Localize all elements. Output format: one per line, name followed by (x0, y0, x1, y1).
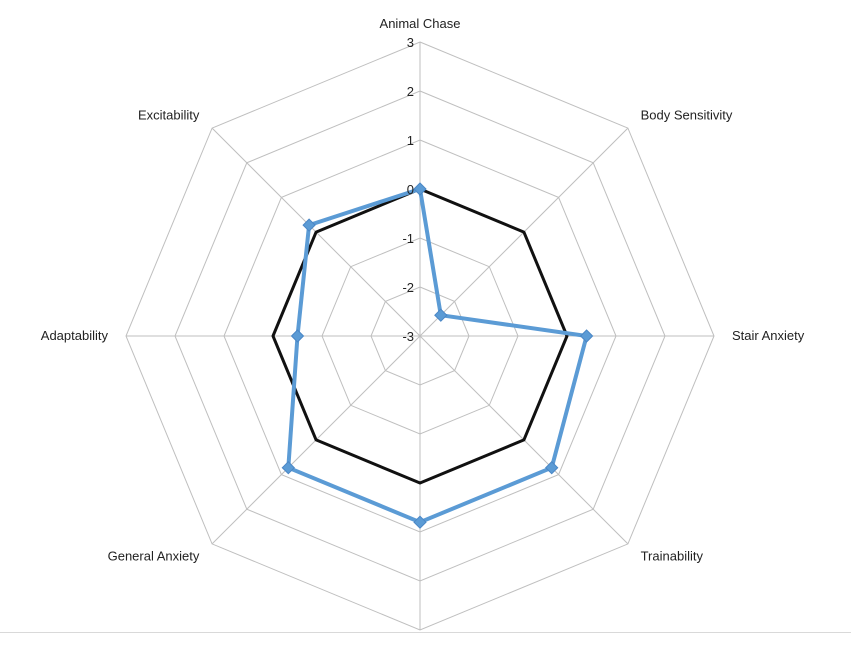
series-2-marker-0 (413, 182, 427, 196)
series-1-line (271, 187, 569, 485)
category-label: Trainability (641, 549, 704, 564)
radial-tick-labels: -3 -2 -1 0 1 2 3 (402, 35, 414, 344)
series-2-line (286, 187, 589, 525)
series-2-marker-7 (302, 218, 316, 232)
series-2-marker-3 (544, 460, 559, 475)
category-label: Stair Anxiety (732, 328, 805, 343)
tick-label: -3 (402, 329, 414, 344)
tick-label: 0 (407, 182, 414, 197)
radar-chart: -3 -2 -1 0 1 2 3 Animal Chase Body Sensitivity S… (41, 16, 805, 631)
series-2-marker-4 (413, 515, 427, 529)
series-2-marker-5 (281, 460, 296, 475)
series-1 (271, 187, 569, 485)
radar-series (271, 182, 594, 529)
tick-label: -2 (402, 280, 414, 295)
tick-label: -1 (402, 231, 414, 246)
tick-label: 3 (407, 35, 414, 50)
series-2-marker-1 (434, 308, 448, 322)
tick-label: 1 (407, 133, 414, 148)
category-label: Excitability (138, 107, 200, 122)
category-label: Body Sensitivity (641, 107, 733, 122)
category-label: Adaptability (41, 328, 109, 343)
series-2 (281, 182, 594, 529)
category-label: General Anxiety (108, 549, 200, 564)
category-labels: Animal Chase Body Sensitivity Stair Anxiet… (41, 16, 805, 564)
category-label: Animal Chase (380, 16, 461, 31)
series-2-marker-2 (579, 329, 594, 343)
series-2-marker-6 (290, 329, 305, 343)
tick-label: 2 (407, 84, 414, 99)
bottom-divider (0, 632, 851, 633)
radar-spokes (126, 42, 714, 630)
